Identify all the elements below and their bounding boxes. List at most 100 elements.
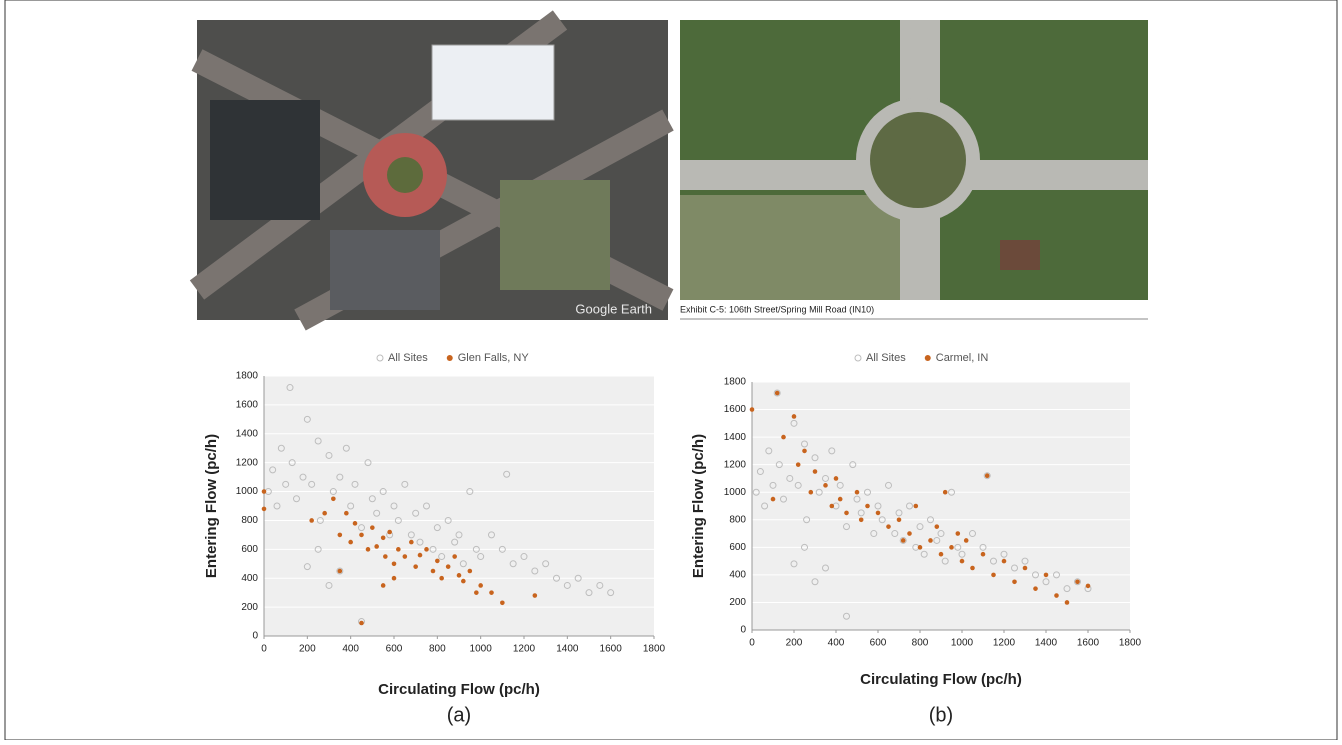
point [262,489,267,494]
legend-label: Glen Falls, NY [458,352,530,364]
point [374,544,379,549]
y-tick-label: 1200 [236,457,259,468]
aerial-image-right: Exhibit C-5: 106th Street/Spring Mill Ro… [680,20,1148,319]
x-tick-label: 1000 [951,638,974,649]
point [935,524,940,529]
point [262,507,267,512]
point [943,490,948,495]
point [1012,579,1017,584]
point [500,600,505,605]
point [338,569,343,574]
point [865,504,870,509]
y-tick-label: 1600 [236,400,259,411]
x-tick-label: 1200 [513,644,536,655]
y-tick-label: 800 [241,515,258,526]
y-tick-label: 0 [740,625,746,636]
figure: Google Earth Exhibit C-5: 106th Street/S… [0,0,1342,740]
point [478,583,483,588]
point [309,518,314,523]
x-tick-label: 400 [342,644,359,655]
point [381,535,386,540]
y-tick-label: 1800 [236,371,259,382]
x-tick-label: 1000 [470,644,493,655]
point [409,540,414,545]
point [1002,559,1007,564]
point [396,547,401,552]
point [907,531,912,536]
x-tick-label: 200 [299,644,316,655]
x-tick-label: 1400 [556,644,579,655]
point [1086,584,1091,589]
point [939,552,944,557]
point [446,564,451,569]
plot-area [752,382,1130,630]
y-tick-label: 1600 [724,404,747,415]
point [960,559,965,564]
point [413,564,418,569]
point [457,573,462,578]
point [918,545,923,550]
x-tick-label: 0 [749,638,755,649]
point [1033,586,1038,591]
point [322,511,327,516]
point [985,473,990,478]
panel-label: (a) [447,704,471,726]
point [435,559,440,564]
point [796,462,801,467]
point [771,497,776,502]
y-tick-label: 200 [241,602,258,613]
point [381,583,386,588]
point [392,576,397,581]
legend-marker [447,355,453,361]
point [452,554,457,559]
point [823,483,828,488]
y-tick-label: 400 [729,570,746,581]
point [387,530,392,535]
point [802,449,807,454]
point [359,533,364,538]
point [886,524,891,529]
x-tick-label: 800 [912,638,929,649]
point [489,590,494,595]
legend-marker [855,355,861,361]
point [901,538,906,543]
point [928,538,933,543]
y-tick-label: 1000 [724,487,747,498]
point [1023,566,1028,571]
plot-area [264,376,654,636]
y-tick-label: 400 [241,573,258,584]
y-tick-label: 200 [729,597,746,608]
x-tick-label: 1800 [643,644,666,655]
point [956,531,961,536]
point [970,566,975,571]
x-tick-label: 1400 [1035,638,1058,649]
legend-marker [377,355,383,361]
point [439,576,444,581]
y-tick-label: 1000 [236,486,259,497]
y-tick-label: 600 [729,542,746,553]
panel-label: (b) [929,704,953,726]
point [468,569,473,574]
point [981,552,986,557]
point [792,414,797,419]
y-tick-label: 1400 [236,428,259,439]
point [1044,573,1049,578]
point [897,517,902,522]
x-tick-label: 800 [429,644,446,655]
point [331,496,336,501]
point [830,504,835,509]
y-tick-label: 1800 [724,377,747,388]
point [348,540,353,545]
x-tick-label: 200 [786,638,803,649]
y-tick-label: 1400 [724,432,747,443]
point [750,407,755,412]
x-tick-label: 0 [261,644,267,655]
point [844,511,849,516]
point [855,490,860,495]
point [474,590,479,595]
y-tick-label: 0 [252,631,258,642]
point [370,525,375,530]
y-tick-label: 800 [729,514,746,525]
image-caption: Exhibit C-5: 106th Street/Spring Mill Ro… [680,304,874,314]
point [964,538,969,543]
